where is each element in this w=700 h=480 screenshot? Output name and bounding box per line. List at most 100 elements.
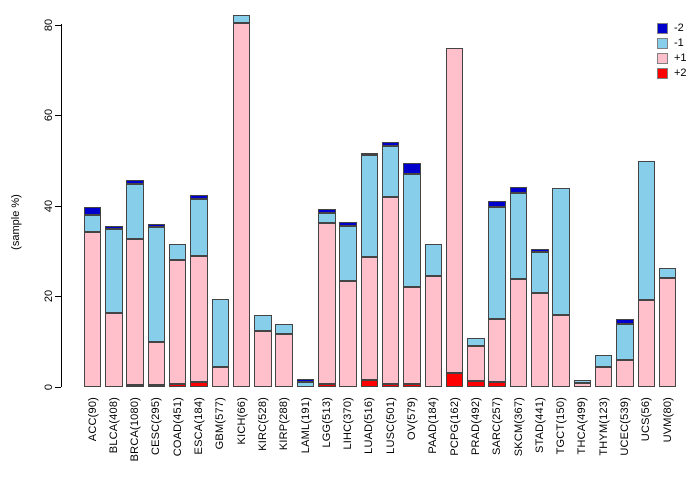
- y-tick-label: 40: [43, 199, 55, 212]
- bar-segment--1: [126, 183, 144, 240]
- y-tick-mark: [55, 115, 61, 117]
- bar-segment-+1: [616, 359, 634, 387]
- bar-segment-+1: [531, 293, 549, 387]
- bar-segment-+1: [339, 280, 357, 387]
- bar-segment--2: [83, 207, 102, 216]
- bar-segment--1: [190, 199, 208, 256]
- bar-segment-+1: [658, 278, 677, 387]
- bar-segment--2: [531, 248, 549, 253]
- x-tick-label: COAD(451): [171, 397, 184, 457]
- x-tick-label: KICH(66): [235, 397, 248, 445]
- x-tick-label: OV(579): [406, 397, 418, 440]
- x-tick-label: TGCT(150): [555, 397, 568, 455]
- x-tick-label: BRCA(1080): [129, 397, 142, 462]
- bar-segment--1: [552, 188, 570, 315]
- bar-segment--1: [573, 380, 592, 384]
- bar-segment--1: [509, 193, 528, 279]
- bar-segment--1: [275, 324, 293, 334]
- bar-segment--1: [339, 225, 357, 281]
- y-tick-mark: [55, 296, 61, 298]
- x-tick-label: SARC(257): [491, 397, 504, 456]
- y-axis-title: (sample %): [10, 194, 22, 250]
- bar-segment--1: [105, 228, 123, 314]
- bar-segment-+1: [168, 260, 187, 384]
- bar-segment-+1: [318, 223, 336, 385]
- x-tick-label: UCEC(539): [619, 397, 631, 456]
- bar-segment--2: [339, 221, 357, 226]
- x-tick-label: PCPG(162): [448, 397, 461, 456]
- x-tick-label: THCA(499): [576, 397, 589, 455]
- x-tick-label: LAML(191): [299, 397, 312, 454]
- bar-segment-+2: [168, 383, 187, 387]
- bar-segment-+1: [83, 231, 102, 387]
- bar-segment-+1: [190, 255, 208, 383]
- bar-segment-+2: [126, 385, 144, 388]
- legend-swatch--1: [657, 38, 668, 49]
- bar-segment--2: [488, 201, 506, 208]
- bar-segment-+2: [445, 373, 464, 387]
- bar-segment-+1: [211, 367, 230, 387]
- y-axis-line: [61, 24, 62, 387]
- bar-segment--1: [168, 244, 187, 261]
- x-tick-label: LIHC(370): [342, 397, 355, 450]
- legend-label: -2: [674, 22, 684, 34]
- legend-swatch-+2: [657, 68, 668, 79]
- bar-segment--1: [381, 146, 400, 198]
- bar-segment--1: [403, 173, 421, 288]
- bar-segment--1: [360, 154, 379, 257]
- x-tick-label: KIRC(528): [256, 397, 269, 451]
- bar-segment--1: [594, 354, 613, 368]
- bar-segment-+1: [424, 275, 443, 387]
- x-tick-label: LUAD(516): [363, 397, 376, 454]
- bar-segment--2: [318, 209, 336, 213]
- bar-segment--1: [488, 207, 506, 319]
- bar-segment--2: [147, 223, 166, 228]
- y-tick-label: 0: [43, 383, 55, 391]
- x-tick-label: LUSC(501): [384, 397, 397, 454]
- bar-segment-+1: [594, 367, 613, 387]
- bar-segment-+2: [360, 380, 379, 387]
- legend-swatch-+1: [657, 53, 668, 64]
- bar-segment--1: [424, 244, 443, 276]
- bar-segment-+1: [552, 314, 570, 387]
- x-tick-label: CESC(295): [150, 397, 163, 456]
- legend-label: +1: [674, 52, 687, 64]
- y-tick-label: 20: [43, 290, 55, 303]
- x-tick-label: KIRP(288): [278, 397, 291, 451]
- y-tick-mark: [55, 387, 61, 388]
- y-tick-label: 60: [43, 109, 55, 122]
- bar-segment-+2: [147, 385, 166, 388]
- bar-segment-+1: [467, 345, 485, 381]
- bar-segment--2: [360, 152, 379, 155]
- bar-segment--1: [531, 252, 549, 294]
- bar-segment-+1: [232, 23, 251, 387]
- bar-segment-+1: [275, 333, 293, 387]
- bar-segment--1: [296, 382, 315, 387]
- bar-segment-+1: [488, 318, 506, 382]
- legend-swatch--2: [657, 23, 668, 34]
- bar-segment-+2: [190, 382, 208, 387]
- bar-segment--1: [211, 298, 230, 368]
- x-tick-label: UCS(56): [640, 397, 653, 442]
- legend-label: +2: [674, 67, 687, 79]
- bar-segment-+1: [637, 299, 656, 387]
- bar-segment--2: [126, 179, 144, 184]
- bar-segment-+1: [445, 47, 464, 374]
- bar-segment--1: [658, 268, 677, 279]
- bar-segment--2: [616, 319, 634, 324]
- bar-segment--1: [232, 15, 251, 24]
- bar-segment--2: [105, 226, 123, 229]
- legend-label: -1: [674, 37, 684, 49]
- bar-segment-+1: [381, 197, 400, 385]
- x-tick-label: PRAD(492): [469, 397, 482, 456]
- bar-segment--2: [296, 379, 315, 383]
- bar-segment-+1: [509, 278, 528, 387]
- bar-segment--1: [467, 338, 485, 346]
- x-tick-label: UVM(80): [661, 397, 674, 443]
- bar-segment--1: [637, 161, 656, 300]
- x-tick-label: STAD(441): [533, 397, 546, 453]
- bar-segment--1: [254, 314, 272, 332]
- bar-segment-+1: [403, 287, 421, 385]
- x-tick-label: PAAD(184): [427, 397, 440, 454]
